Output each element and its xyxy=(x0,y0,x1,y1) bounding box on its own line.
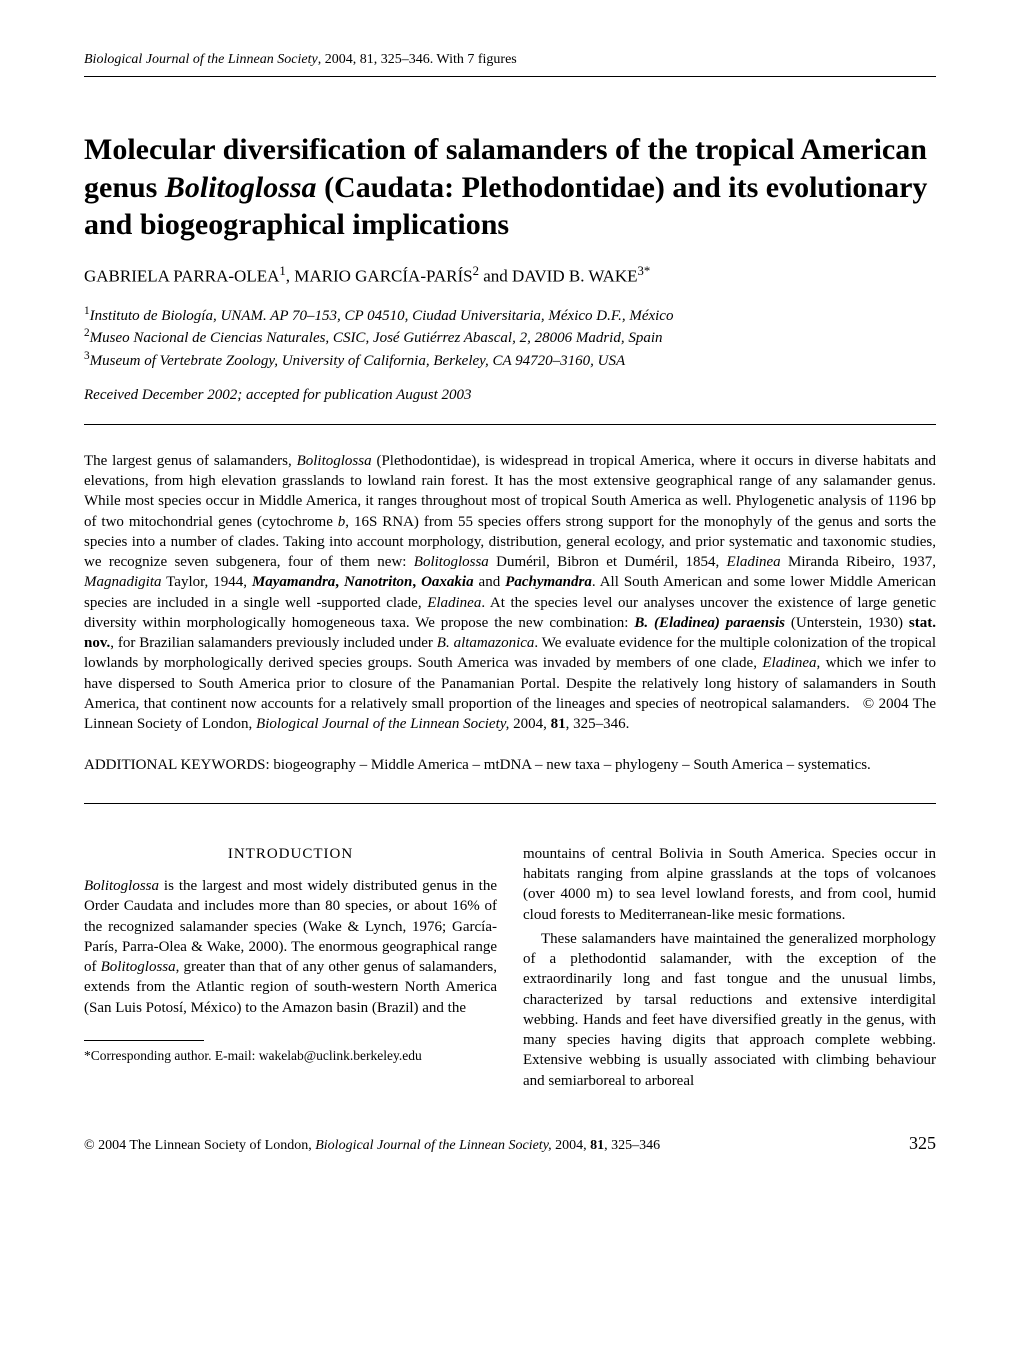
affil-1: Instituto de Biología, UNAM. AP 70–153, … xyxy=(90,308,674,324)
running-head-tail: , 2004, 81, 325–346. With 7 figures xyxy=(318,52,517,67)
top-rule xyxy=(84,76,936,77)
right-col-p1: mountains of central Bolivia in South Am… xyxy=(523,844,936,925)
running-head-journal: Biological Journal of the Linnean Societ… xyxy=(84,52,318,67)
authors-line: GABRIELA PARRA-OLEA1, MARIO GARCÍA-PARÍS… xyxy=(84,264,936,287)
author-3-affil: 3* xyxy=(638,264,651,278)
right-column: mountains of central Bolivia in South Am… xyxy=(523,804,936,1095)
footnote-rule xyxy=(84,1040,204,1041)
additional-keywords: ADDITIONAL KEYWORDS: biogeography – Midd… xyxy=(84,754,936,777)
affil-3: Museum of Vertebrate Zoology, University… xyxy=(90,353,626,369)
sep-and: and xyxy=(479,266,512,285)
body-columns: INTRODUCTION Bolitoglossa is the largest… xyxy=(84,804,936,1095)
article-title: Molecular diversification of salamanders… xyxy=(84,131,936,244)
affiliations: 1Instituto de Biología, UNAM. AP 70–153,… xyxy=(84,304,936,371)
footer-vol: 81 xyxy=(590,1138,604,1153)
footer-journal: Biological Journal of the Linnean Societ… xyxy=(315,1138,555,1153)
sep1: , xyxy=(286,266,295,285)
footer-copyright: © 2004 The Linnean Society of London, xyxy=(84,1138,315,1153)
section-introduction: INTRODUCTION xyxy=(84,844,497,864)
right-col-p2: These salamanders have maintained the ge… xyxy=(523,929,936,1091)
corresponding-footnote: *Corresponding author. E-mail: wakelab@u… xyxy=(84,1047,497,1065)
abstract: The largest genus of salamanders, Bolito… xyxy=(84,451,936,735)
running-head: Biological Journal of the Linnean Societ… xyxy=(84,52,936,68)
author-3: DAVID B. WAKE xyxy=(512,266,637,285)
footer-pages: , 325–346 xyxy=(604,1138,660,1153)
page-number: 325 xyxy=(909,1133,936,1154)
affil-2: Museo Nacional de Ciencias Naturales, CS… xyxy=(90,330,663,346)
footer-year: 2004, xyxy=(555,1138,590,1153)
title-genus: Bolitoglossa xyxy=(165,171,317,204)
author-1: GABRIELA PARRA-OLEA xyxy=(84,266,279,285)
page-footer: © 2004 The Linnean Society of London, Bi… xyxy=(84,1133,936,1154)
left-col-p1: Bolitoglossa is the largest and most wid… xyxy=(84,876,497,1018)
footer-left: © 2004 The Linnean Society of London, Bi… xyxy=(84,1138,660,1154)
rule-above-abstract xyxy=(84,424,936,425)
left-column: INTRODUCTION Bolitoglossa is the largest… xyxy=(84,804,497,1095)
received-line: Received December 2002; accepted for pub… xyxy=(84,387,936,404)
author-2: MARIO GARCÍA-PARÍS xyxy=(294,266,472,285)
